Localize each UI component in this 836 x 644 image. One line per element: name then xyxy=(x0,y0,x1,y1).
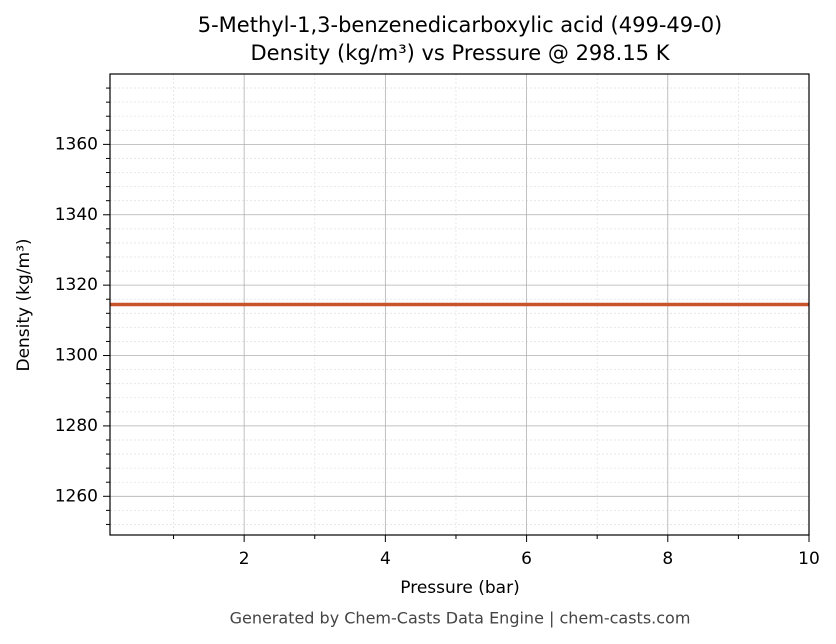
chart-title: 5-Methyl-1,3-benzenedicarboxylic acid (4… xyxy=(198,13,723,37)
x-axis-label: Pressure (bar) xyxy=(400,578,519,598)
x-tick-label: 2 xyxy=(239,549,250,569)
x-tick-label: 8 xyxy=(662,549,673,569)
y-tick-label: 1280 xyxy=(55,416,98,436)
y-axis-label: Density (kg/m³) xyxy=(14,238,34,371)
y-tick-label: 1320 xyxy=(55,275,98,295)
footer: Generated by Chem-Casts Data Engine | ch… xyxy=(230,609,691,628)
y-tick-label: 1260 xyxy=(55,486,98,506)
x-tick-label: 4 xyxy=(380,549,391,569)
y-tick-label: 1340 xyxy=(55,205,98,225)
x-tick-label: 10 xyxy=(798,549,820,569)
chart-subtitle: Density (kg/m³) vs Pressure @ 298.15 K xyxy=(250,41,670,65)
y-tick-label: 1300 xyxy=(55,346,98,366)
x-tick-label: 6 xyxy=(521,549,532,569)
y-tick-label: 1360 xyxy=(55,134,98,154)
plot-frame xyxy=(109,73,810,536)
